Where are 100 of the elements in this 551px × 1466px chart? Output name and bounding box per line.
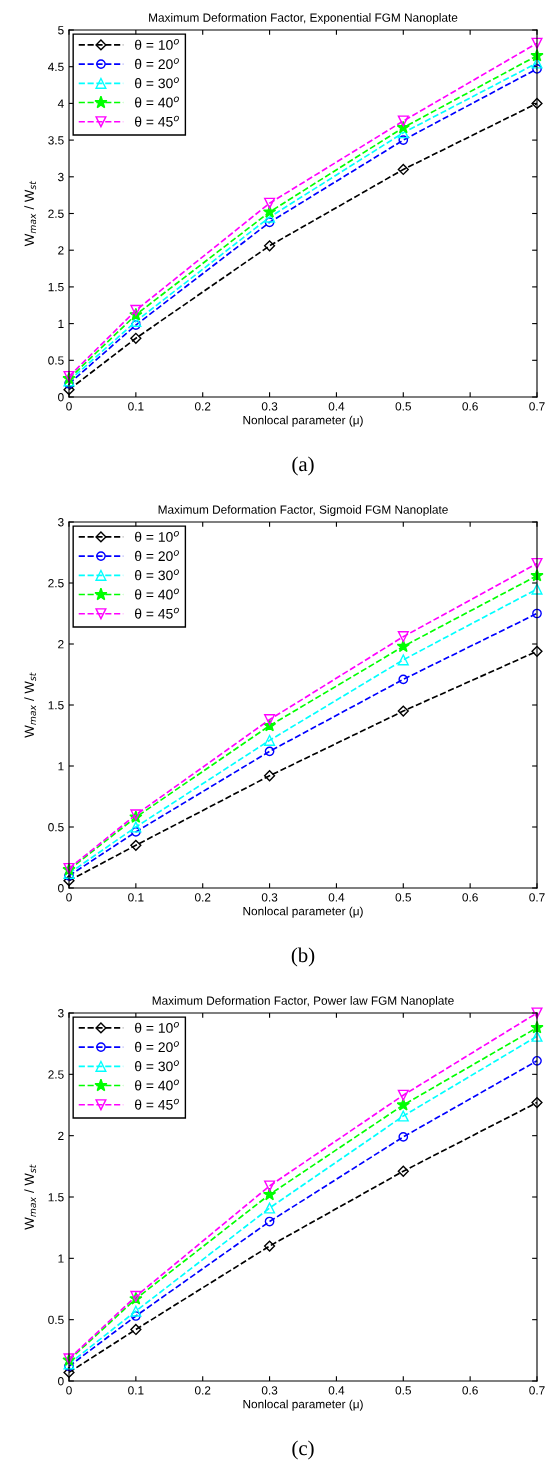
point	[397, 1110, 409, 1122]
y-tick-label: 2	[58, 246, 64, 255]
y-tick-label: 4.5	[48, 62, 64, 72]
x-tick-label: 0.3	[261, 893, 278, 902]
point	[63, 875, 75, 887]
point	[264, 734, 276, 746]
point	[130, 1305, 142, 1317]
y-tick-label: 2.5	[48, 209, 64, 218]
point	[130, 320, 141, 330]
point	[264, 1216, 275, 1227]
chart-title: Maximum Deformation Factor, Sigmoid FGM Nanoplate	[158, 505, 448, 517]
y-tick-label: 1.5	[48, 283, 64, 292]
x-tick-label: 0.2	[194, 1386, 211, 1395]
x-tick-label: 0.6	[462, 1386, 478, 1395]
point	[130, 332, 142, 344]
point	[397, 1089, 409, 1101]
x-tick-label: 0.1	[128, 893, 144, 902]
y-tick-label: 1	[58, 762, 64, 771]
x-tick-label: 0.4	[328, 402, 345, 411]
legend-label: θ = 20$^{o}$	[135, 1041, 179, 1053]
legend-label: θ = 20$^{o}$	[135, 550, 179, 562]
point	[264, 1202, 276, 1214]
point	[263, 770, 276, 782]
y-tick-label: 0	[58, 1377, 64, 1386]
point	[531, 1007, 543, 1019]
x-tick-label: 0.2	[194, 402, 211, 411]
y-tick-label: 2	[58, 1131, 64, 1140]
x-tick-label: 0.3	[261, 1386, 278, 1395]
legend-label: θ = 40$^{o}$	[135, 588, 179, 600]
legend-label: θ = 45$^{o}$	[135, 115, 179, 127]
point	[263, 1240, 276, 1252]
point	[264, 197, 276, 209]
point	[130, 827, 141, 837]
y-tick-label: 0.5	[48, 1315, 64, 1325]
y-tick-label: 3	[58, 1009, 64, 1018]
legend-label: θ = 40$^{o}$	[135, 96, 179, 108]
legend-label: θ = 45$^{o}$	[135, 1098, 179, 1110]
legend-label: θ = 20$^{o}$	[135, 58, 179, 70]
point	[63, 384, 75, 396]
point	[532, 64, 542, 74]
y-tick-label: 3	[58, 518, 64, 527]
point	[130, 1311, 141, 1321]
legend-label: θ = 30$^{o}$	[135, 77, 179, 89]
y-tick-label: 0	[58, 884, 64, 893]
point	[262, 205, 277, 218]
point	[396, 1098, 410, 1111]
y-axis-title: W$_{max}$ / W$_{st}$	[24, 180, 37, 247]
y-tick-label: 5	[58, 26, 64, 35]
x-tick-label: 0.2	[194, 893, 211, 902]
point	[264, 746, 275, 757]
x-tick-label: 0.5	[395, 1386, 411, 1395]
y-tick-label: 0.5	[48, 356, 64, 365]
x-tick-label: 0	[66, 402, 72, 411]
point	[263, 240, 276, 252]
y-tick-label: 3.5	[48, 136, 64, 145]
x-tick-label: 0.1	[128, 402, 144, 411]
text: (a)	[292, 456, 314, 476]
legend-label: θ = 10$^{o}$	[135, 1021, 179, 1033]
x-tick-label: 0	[66, 1386, 72, 1395]
legend-label: θ = 30$^{o}$	[135, 1060, 179, 1072]
x-tick-label: 0.4	[328, 1386, 345, 1395]
point	[397, 163, 409, 176]
x-tick-label: 0.6	[462, 402, 478, 411]
legend-label: θ = 45$^{o}$	[135, 607, 179, 619]
legend-label: θ = 40$^{o}$	[135, 1079, 179, 1091]
y-tick-label: 1	[58, 319, 64, 328]
x-tick-label: 0.1	[128, 1386, 144, 1395]
x-tick-label: 0.5	[395, 402, 411, 411]
point	[264, 1180, 276, 1192]
point	[531, 645, 543, 657]
point	[531, 97, 543, 110]
point	[531, 37, 543, 49]
point	[397, 115, 409, 127]
point	[264, 217, 275, 228]
x-axis-title: Nonlocal parameter (μ)	[243, 1399, 363, 1411]
y-tick-label: 0	[58, 393, 64, 402]
point	[130, 839, 142, 851]
legend-label: θ = 30$^{o}$	[135, 569, 179, 581]
x-axis-title: Nonlocal parameter (μ)	[243, 415, 363, 427]
y-tick-label: 1	[58, 1254, 64, 1263]
point	[130, 1323, 142, 1336]
chart-title: Maximum Deformation Factor, Exponential FGM Nanoplate	[149, 13, 458, 25]
y-axis-title: W$_{max}$ / W$_{st}$	[24, 672, 37, 738]
y-tick-label: 0.5	[48, 823, 64, 832]
y-tick-label: 2.5	[48, 1070, 64, 1079]
point	[531, 583, 543, 595]
legend-label: θ = 10$^{o}$	[135, 38, 179, 50]
point	[397, 654, 409, 666]
x-tick-label: 0.5	[395, 893, 411, 902]
point	[398, 674, 409, 685]
point	[397, 1165, 409, 1177]
x-tick-label: 0	[66, 893, 72, 902]
point	[264, 714, 276, 726]
text: (c)	[292, 1440, 314, 1460]
chart-title: Maximum Deformation Factor, Power law FGM Nanoplate	[152, 996, 454, 1008]
y-tick-label: 1.5	[48, 1193, 64, 1202]
point	[531, 557, 543, 570]
point	[130, 821, 142, 833]
text: (b)	[291, 947, 315, 967]
point	[532, 608, 542, 619]
